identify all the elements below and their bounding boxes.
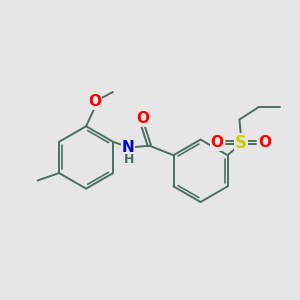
Text: S: S bbox=[235, 134, 247, 152]
Text: O: O bbox=[258, 135, 271, 150]
Text: H: H bbox=[123, 153, 134, 166]
Text: N: N bbox=[122, 140, 134, 155]
Text: O: O bbox=[211, 135, 224, 150]
Text: O: O bbox=[136, 111, 149, 126]
Text: O: O bbox=[88, 94, 101, 110]
